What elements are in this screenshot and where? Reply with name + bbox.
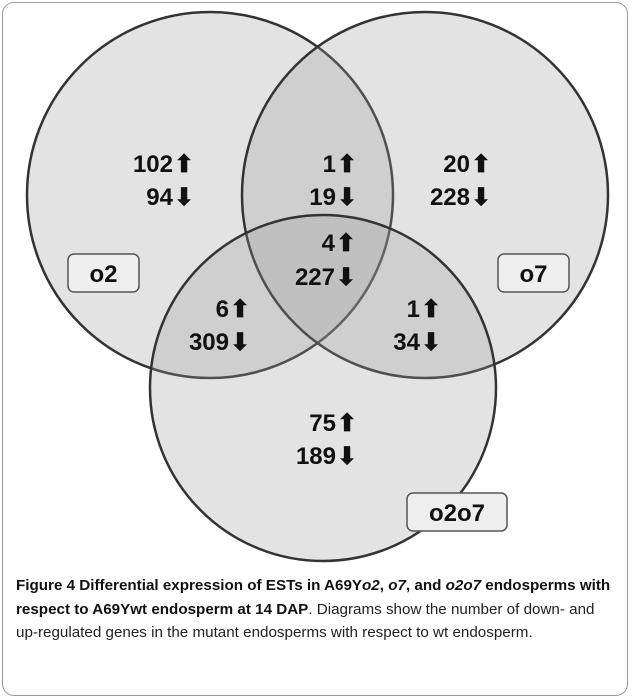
down-arrow: ⬇: [230, 329, 250, 356]
up-count: 1: [323, 151, 336, 178]
caption-title-text: ,: [379, 577, 389, 594]
down-arrow: ⬇: [337, 443, 357, 470]
venn-diagram: o2 o7 o2o7 102 ⬆ 94 ⬇ 1 ⬆ 19 ⬇ 20 ⬆ 228 …: [25, 10, 610, 563]
up-count: 75: [309, 410, 336, 437]
down-arrow: ⬇: [421, 329, 441, 356]
down-arrow: ⬇: [174, 184, 194, 211]
up-arrow: ⬆: [174, 151, 194, 178]
up-count: 1: [407, 296, 420, 323]
region-o2-o7: 1 ⬆ 19 ⬇: [309, 151, 357, 211]
caption-title: Figure 4 Differential expression of ESTs…: [16, 577, 610, 618]
up-arrow: ⬆: [337, 151, 357, 178]
down-arrow: ⬇: [471, 184, 491, 211]
up-arrow: ⬆: [421, 296, 441, 323]
set-label-text: o2o7: [429, 500, 485, 527]
region-only-o2o7: 75 ⬆ 189 ⬇: [296, 410, 357, 470]
caption-title-italic-o2: o2: [362, 577, 380, 594]
down-count: 227: [295, 264, 335, 291]
up-count: 4: [322, 230, 336, 257]
caption-title-italic-o2o7: o2o7: [445, 577, 482, 594]
set-label-text: o7: [519, 261, 547, 288]
region-o2-o2o7: 6 ⬆ 309 ⬇: [189, 296, 250, 356]
up-count: 102: [133, 151, 173, 178]
region-o7-o2o7: 1 ⬆ 34 ⬇: [393, 296, 441, 356]
set-label-text: o2: [89, 261, 117, 288]
down-count: 228: [430, 184, 470, 211]
up-arrow: ⬆: [471, 151, 491, 178]
region-only-o7: 20 ⬆ 228 ⬇: [430, 151, 491, 211]
down-count: 309: [189, 329, 229, 356]
region-only-o2: 102 ⬆ 94 ⬇: [133, 151, 194, 211]
set-label-box: [406, 492, 508, 532]
caption-title-text: endosperms with respect to A69Ywt endosp…: [16, 577, 611, 618]
set-label-box: [67, 253, 140, 293]
caption-body: . Diagrams show the number of down- and …: [16, 600, 595, 642]
set-label-box: [497, 253, 570, 293]
figure-caption: Figure 4 Differential expression of ESTs…: [16, 574, 614, 645]
caption-title-italic-o7: o7: [388, 577, 406, 594]
down-arrow: ⬇: [336, 264, 356, 291]
set-label-o2o7: o2o7: [406, 492, 508, 532]
caption-title-text: Figure 4 Differential expression of ESTs…: [16, 577, 363, 594]
down-count: 34: [393, 329, 420, 356]
region-all-three: 4 ⬆ 227 ⬇: [295, 230, 356, 291]
caption-title-text: , and: [405, 577, 446, 594]
up-count: 20: [443, 151, 470, 178]
down-count: 19: [309, 184, 336, 211]
up-arrow: ⬆: [230, 296, 250, 323]
set-label-o7: o7: [497, 253, 570, 293]
down-count: 189: [296, 443, 336, 470]
set-label-o2: o2: [67, 253, 140, 293]
up-arrow: ⬆: [336, 230, 356, 257]
up-count: 6: [216, 296, 229, 323]
down-arrow: ⬇: [337, 184, 357, 211]
circle-o2o7: [148, 213, 498, 563]
down-count: 94: [146, 184, 173, 211]
up-arrow: ⬆: [337, 410, 357, 437]
